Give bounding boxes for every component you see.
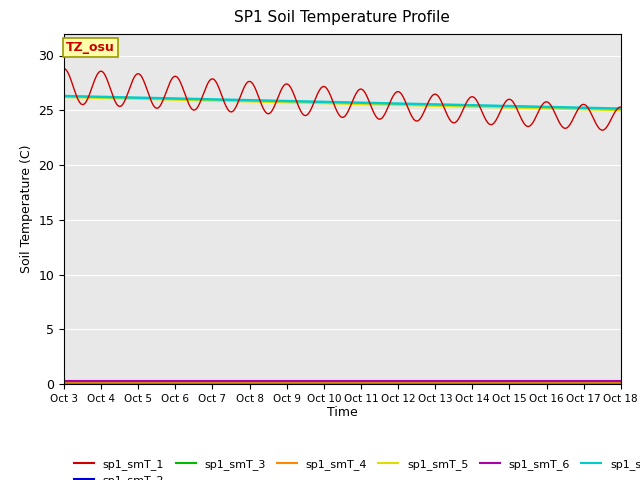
Line: sp1_smT_1: sp1_smT_1 [64, 69, 621, 130]
sp1_smT_1 [214, 82, 221, 87]
sp1_smT_1 [410, 117, 418, 122]
sp1_smT_2 [184, 379, 192, 385]
sp1_smT_6 [60, 378, 68, 384]
sp1_smT_7 [60, 93, 68, 99]
sp1_smT_5 [426, 103, 434, 108]
sp1_smT_5 [60, 94, 68, 100]
sp1_smT_3 [617, 380, 625, 385]
sp1_smT_4 [410, 379, 418, 384]
sp1_smT_6 [70, 378, 78, 384]
sp1_smT_2 [410, 379, 418, 385]
sp1_smT_3 [127, 380, 135, 385]
sp1_smT_1 [70, 86, 78, 92]
sp1_smT_4 [184, 379, 192, 384]
Line: sp1_smT_7: sp1_smT_7 [64, 96, 621, 108]
sp1_smT_5 [410, 103, 418, 108]
sp1_smT_3 [426, 380, 434, 385]
sp1_smT_6 [426, 378, 434, 384]
sp1_smT_1 [60, 66, 68, 72]
sp1_smT_1 [598, 127, 606, 133]
sp1_smT_4 [214, 379, 221, 384]
sp1_smT_6 [214, 378, 221, 384]
sp1_smT_2 [60, 379, 68, 385]
Text: TZ_osu: TZ_osu [66, 41, 115, 54]
sp1_smT_4 [617, 379, 625, 384]
sp1_smT_2 [214, 379, 221, 385]
sp1_smT_3 [70, 380, 78, 385]
sp1_smT_3 [184, 380, 192, 385]
sp1_smT_7 [127, 95, 135, 100]
sp1_smT_7 [70, 94, 78, 99]
X-axis label: Time: Time [327, 407, 358, 420]
sp1_smT_1 [426, 96, 434, 101]
sp1_smT_7 [617, 106, 625, 111]
sp1_smT_1 [617, 104, 625, 110]
Line: sp1_smT_5: sp1_smT_5 [64, 97, 621, 110]
sp1_smT_7 [214, 96, 221, 102]
sp1_smT_6 [617, 378, 625, 384]
sp1_smT_5 [184, 97, 192, 103]
sp1_smT_7 [426, 101, 434, 107]
sp1_smT_2 [617, 379, 625, 385]
sp1_smT_3 [214, 380, 221, 385]
sp1_smT_2 [70, 379, 78, 385]
sp1_smT_4 [426, 379, 434, 384]
sp1_smT_5 [214, 98, 221, 104]
sp1_smT_3 [60, 380, 68, 385]
sp1_smT_4 [70, 379, 78, 384]
sp1_smT_3 [410, 380, 418, 385]
sp1_smT_6 [410, 378, 418, 384]
sp1_smT_7 [410, 101, 418, 107]
sp1_smT_7 [184, 96, 192, 102]
Y-axis label: Soil Temperature (C): Soil Temperature (C) [20, 144, 33, 273]
sp1_smT_2 [426, 379, 434, 385]
sp1_smT_2 [127, 379, 135, 385]
sp1_smT_1 [184, 99, 192, 105]
sp1_smT_4 [60, 379, 68, 384]
sp1_smT_6 [184, 378, 192, 384]
sp1_smT_5 [127, 96, 135, 102]
sp1_smT_1 [127, 81, 135, 86]
Legend: sp1_smT_1, sp1_smT_2, sp1_smT_3, sp1_smT_4, sp1_smT_5, sp1_smT_6, sp1_smT_7: sp1_smT_1, sp1_smT_2, sp1_smT_3, sp1_smT… [70, 454, 640, 480]
sp1_smT_5 [70, 95, 78, 100]
sp1_smT_4 [127, 379, 135, 384]
sp1_smT_6 [127, 378, 135, 384]
sp1_smT_5 [617, 108, 625, 113]
Title: SP1 Soil Temperature Profile: SP1 Soil Temperature Profile [234, 11, 451, 25]
